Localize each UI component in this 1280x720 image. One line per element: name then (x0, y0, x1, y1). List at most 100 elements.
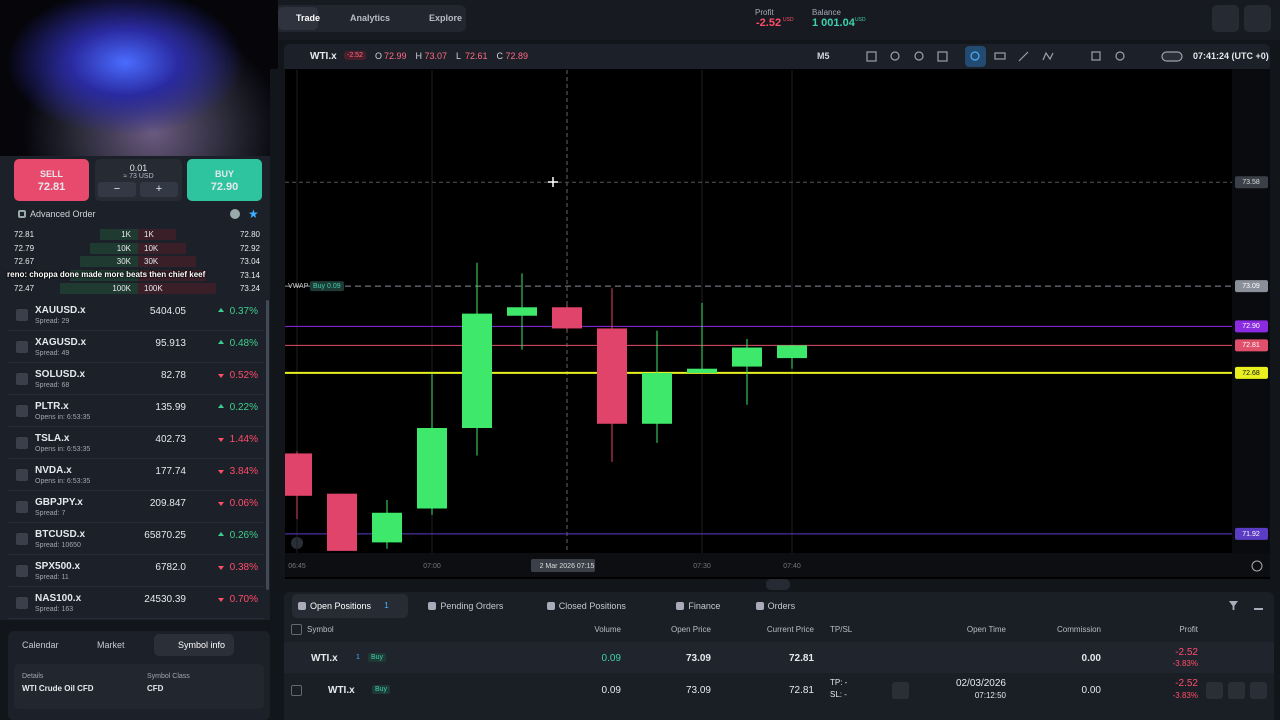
checkbox[interactable] (291, 624, 302, 635)
watchlist-row[interactable]: SOLUSD.x Spread: 68 82.78 0.52% (8, 364, 264, 395)
chat-overlay: reno: choppa done made more beats then c… (7, 270, 206, 279)
direction-arrow (218, 470, 224, 474)
watchlist-row[interactable]: PLTR.x Opens in: 6:53:35 135.99 0.22% (8, 396, 264, 427)
price-tag-label: 72.81 (1242, 342, 1260, 349)
change: 0.22% (229, 402, 258, 413)
symbol-icon (16, 565, 28, 577)
collapse-handle[interactable] (766, 579, 790, 590)
nav-tab[interactable]: Analytics (350, 13, 391, 23)
advanced-order-icon (18, 210, 26, 218)
price: 65870.25 (144, 530, 186, 541)
watchlist-row[interactable]: GBPJPY.x Spread: 7 209.847 0.06% (8, 492, 264, 523)
column-header: Commission (1056, 625, 1101, 634)
symbol-icon (16, 341, 28, 353)
position-tab[interactable]: Open Positions (310, 601, 372, 611)
tab-icon (428, 602, 437, 610)
nav-active (278, 7, 318, 30)
volume-value: ≈ 73 USD (123, 173, 154, 180)
download-icon[interactable] (1254, 601, 1263, 610)
watchlist-row[interactable]: XAGUSD.x Spread: 49 95.913 0.48% (8, 332, 264, 363)
bell-button[interactable] (1212, 5, 1239, 32)
nav-tab[interactable]: Trade (296, 13, 321, 23)
group-commission: 0.00 (1081, 653, 1101, 664)
ask-price: 72.80 (239, 230, 260, 239)
star-icon[interactable]: ★ (248, 207, 259, 221)
watchlist-row[interactable]: TSLA.x Opens in: 6:53:35 402.73 1.44% (8, 428, 264, 459)
chart-change: -2.52 (344, 51, 366, 60)
info-tab[interactable]: Market (97, 640, 125, 650)
row-action[interactable] (1250, 682, 1267, 699)
cursor (548, 177, 558, 187)
price-tag-label: 71.92 (1242, 531, 1260, 538)
column-header: Open Time (966, 625, 1006, 634)
checkbox[interactable] (291, 685, 302, 696)
position-tab[interactable]: Orders (767, 601, 796, 611)
symbol-info: Details WTI Crude Oil CFD Symbol Class CFD (14, 664, 264, 709)
info-tab[interactable]: Calendar (22, 640, 59, 650)
change: 0.37% (229, 306, 258, 317)
tab-icon (546, 602, 555, 610)
info-icon[interactable] (230, 209, 240, 219)
group-count: 1 (356, 654, 360, 661)
info-tabs: Calendar Market Symbol info (8, 633, 270, 657)
row-action[interactable] (1228, 682, 1245, 699)
row-action[interactable] (1206, 682, 1223, 699)
watchlist-row[interactable]: NVDA.x Opens in: 6:53:35 177.74 3.84% (8, 460, 264, 491)
sell-label: SELL (39, 169, 63, 179)
filter-icon[interactable] (1229, 601, 1238, 610)
watchlist-row[interactable]: XAUUSD.x Spread: 29 5404.05 0.37% (8, 300, 264, 331)
info-label: Details (22, 673, 44, 680)
bid-price: 72.79 (14, 243, 35, 253)
position-tabs: Open Positions 1 Pending Orders Closed Posi… (284, 594, 1274, 618)
watchlist-row[interactable]: NAS100.x Spread: 163 24530.39 0.70% (8, 588, 264, 619)
watchlist-row[interactable]: SPX500.x Spread: 11 6782.0 0.38% (8, 556, 264, 587)
settings-button[interactable] (1251, 560, 1263, 572)
position-tab[interactable]: Closed Positions (558, 601, 626, 611)
edit-button[interactable] (892, 682, 909, 699)
info-tab[interactable]: Symbol info (178, 640, 226, 650)
ohlc-value: 72.61 (465, 51, 488, 61)
group-side: Buy (368, 653, 387, 662)
candle-body (687, 368, 717, 373)
watchlist-row[interactable]: BTCUSD.x Spread: 10650 65870.25 0.26% (8, 524, 264, 555)
plus-button[interactable] (140, 182, 178, 197)
price: 82.78 (160, 370, 186, 381)
profit-currency: USD (783, 17, 794, 23)
change: 1.44% (229, 434, 258, 445)
depth-bar (138, 269, 206, 281)
timeframe[interactable]: M5 (817, 51, 830, 61)
order-book-row: 72.47 100K 100K 73.24 (8, 282, 266, 295)
row-volume: 0.09 (601, 685, 621, 696)
candle-body (417, 428, 447, 509)
ohlc-value: 72.99 (384, 51, 407, 61)
symbol-detail: Spread: 10650 (35, 542, 81, 549)
bid-volume: 30K (116, 257, 131, 266)
x-tick-label: 07:00 (423, 563, 441, 570)
crosshair-tool[interactable] (965, 46, 986, 67)
user-button[interactable] (1244, 5, 1271, 32)
reset-button[interactable] (291, 537, 303, 549)
price-tag-label: 72.68 (1242, 370, 1260, 377)
direction-arrow (218, 374, 224, 378)
left-panel (0, 150, 270, 620)
position-tab[interactable]: Finance (688, 601, 721, 611)
watchlist: XAUUSD.x Spread: 29 5404.05 0.37% XAGUSD.x Sp… (0, 300, 270, 620)
row-commission: 0.00 (1081, 685, 1101, 696)
sell-button[interactable] (14, 159, 89, 201)
symbol-detail: Spread: 68 (35, 382, 70, 389)
direction-arrow (218, 598, 224, 602)
position-tab[interactable]: Pending Orders (440, 601, 504, 611)
bid-volume: 10K (116, 243, 131, 253)
candle-body (597, 328, 627, 424)
minus-button[interactable] (98, 182, 136, 197)
change: 0.48% (229, 338, 258, 349)
buy-button[interactable] (187, 159, 262, 201)
sell-price: 72.81 (37, 181, 66, 193)
info-label: Symbol Class (147, 673, 190, 680)
nav-tab[interactable]: Explore (429, 13, 463, 23)
advanced-order[interactable]: Advanced Order (30, 209, 96, 219)
ohlc: O 72.99 H 73.07 L 72.61 C 72.89 (375, 51, 575, 65)
clock: 07:41:24 (UTC +0) (1193, 51, 1269, 61)
row-symbol: WTI.x (328, 685, 355, 696)
ohlc-label: O (375, 51, 383, 61)
